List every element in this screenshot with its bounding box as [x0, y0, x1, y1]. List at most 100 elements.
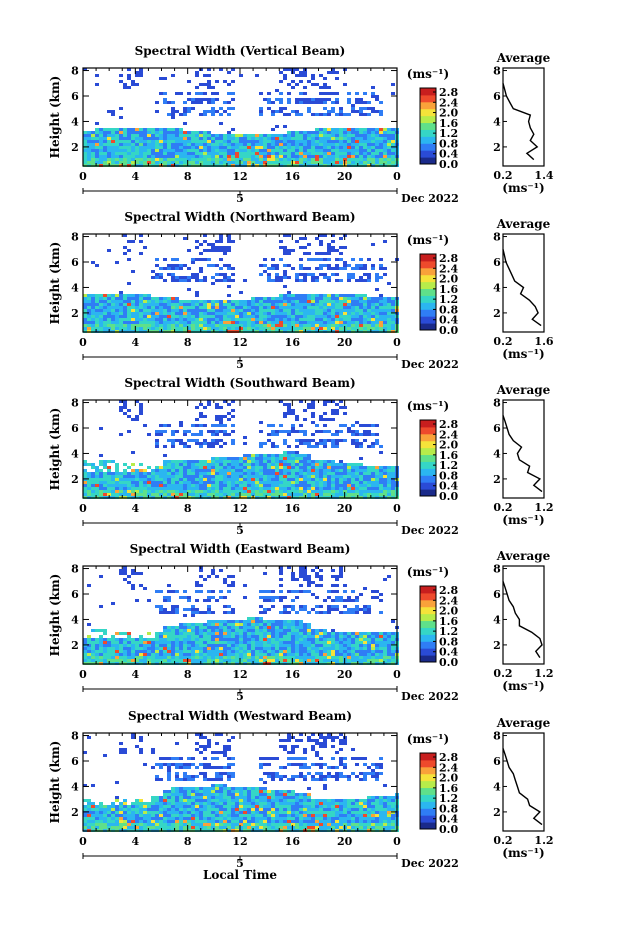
heatmap-cell — [227, 611, 231, 614]
heatmap-cell — [287, 605, 291, 608]
heatmap-cell — [263, 481, 267, 484]
heatmap-cell — [283, 635, 287, 638]
heatmap-cell — [351, 155, 355, 158]
heatmap-cell — [351, 309, 355, 312]
heatmap-cell — [175, 92, 179, 95]
heatmap-cell — [111, 158, 115, 161]
heatmap-cell — [211, 445, 215, 448]
heatmap-cell — [339, 279, 343, 282]
heatmap-cell — [239, 629, 243, 632]
heatmap-cell — [347, 475, 351, 478]
heatmap-cell — [315, 137, 319, 140]
heatmap-cell — [143, 487, 147, 490]
heatmap-cell — [267, 273, 271, 276]
heatmap-cell — [327, 92, 331, 95]
heatmap-cell — [235, 152, 239, 155]
heatmap-cell — [227, 656, 231, 659]
heatmap-cell — [175, 318, 179, 321]
heatmap-cell — [343, 312, 347, 315]
heatmap-cell — [375, 306, 379, 309]
heatmap-cell — [119, 318, 123, 321]
heatmap-cell — [183, 161, 187, 164]
heatmap-cell — [271, 475, 275, 478]
heatmap-cell — [339, 327, 343, 330]
heatmap-cell — [283, 641, 287, 644]
heatmap-cell — [339, 143, 343, 146]
heatmap-cell — [159, 134, 163, 137]
heatmap-cell — [363, 134, 367, 137]
heatmap-cell — [143, 481, 147, 484]
heatmap-cell — [327, 472, 331, 475]
heatmap-cell — [387, 303, 391, 306]
heatmap-cell — [99, 427, 103, 430]
heatmap-cell — [295, 98, 299, 101]
heatmap-cell — [159, 635, 163, 638]
heatmap-cell — [99, 472, 103, 475]
heatmap-cell — [319, 303, 323, 306]
heatmap-cell — [283, 484, 287, 487]
heatmap-cell — [367, 472, 371, 475]
heatmap-cell — [355, 98, 359, 101]
heatmap-cell — [251, 475, 255, 478]
heatmap-cell — [123, 234, 127, 237]
heatmap-cell — [131, 327, 135, 330]
heatmap-cell — [387, 478, 391, 481]
heatmap-cell — [339, 487, 343, 490]
heatmap-cell — [187, 312, 191, 315]
heatmap-cell — [255, 493, 259, 496]
heatmap-cell — [207, 400, 211, 403]
heatmap-cell — [211, 152, 215, 155]
heatmap-cell — [311, 481, 315, 484]
heatmap-cell — [363, 324, 367, 327]
heatmap-cell — [231, 490, 235, 493]
heatmap-cell — [123, 161, 127, 164]
heatmap-cell — [95, 315, 99, 318]
heatmap-cell — [295, 469, 299, 472]
heatmap-cell — [159, 146, 163, 149]
heatmap-cell — [255, 481, 259, 484]
heatmap-cell — [295, 590, 299, 593]
heatmap-cell — [247, 617, 251, 620]
heatmap-cell — [171, 327, 175, 330]
heatmap-cell — [227, 300, 231, 303]
heatmap-cell — [215, 487, 219, 490]
heatmap-cell — [379, 303, 383, 306]
heatmap-cell — [231, 472, 235, 475]
heatmap-cell — [127, 131, 131, 134]
x-tick-label: 0 — [393, 170, 401, 183]
heatmap-cell — [255, 460, 259, 463]
average-y-tick-label: 4 — [493, 447, 501, 460]
heatmap-cell — [267, 478, 271, 481]
heatmap-cell — [323, 327, 327, 330]
heatmap-cell — [283, 134, 287, 137]
heatmap-cell — [223, 466, 227, 469]
heatmap-cell — [319, 158, 323, 161]
heatmap-cell — [339, 161, 343, 164]
heatmap-cell — [283, 620, 287, 623]
heatmap-cell — [123, 578, 127, 581]
heatmap-cell — [199, 412, 203, 415]
heatmap-cell — [367, 258, 371, 261]
heatmap-cell — [303, 469, 307, 472]
heatmap-cell — [99, 493, 103, 496]
heatmap-cell — [103, 647, 107, 650]
heatmap-cell — [191, 472, 195, 475]
heatmap-cell — [107, 303, 111, 306]
heatmap-cell — [363, 158, 367, 161]
heatmap-cell — [219, 267, 223, 270]
heatmap-cell — [391, 143, 395, 146]
heatmap-cell — [275, 644, 279, 647]
heatmap-cell — [363, 297, 367, 300]
heatmap-cell — [287, 264, 291, 267]
heatmap-cell — [179, 161, 183, 164]
heatmap-cell — [275, 475, 279, 478]
heatmap-cell — [159, 303, 163, 306]
heatmap-cell — [147, 300, 151, 303]
heatmap-cell — [111, 475, 115, 478]
heatmap-cell — [227, 484, 231, 487]
heatmap-cell — [371, 484, 375, 487]
heatmap-cell — [83, 475, 87, 478]
heatmap-cell — [371, 140, 375, 143]
heatmap-cell — [107, 297, 111, 300]
heatmap-cell — [111, 140, 115, 143]
